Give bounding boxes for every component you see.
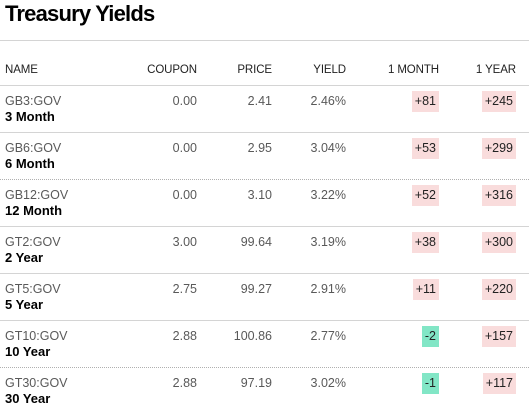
coupon-value: 0.00 <box>172 188 197 202</box>
one-year-change-badge: +157 <box>481 326 516 347</box>
coupon-value: 2.88 <box>172 376 197 390</box>
one-month-change-badge: +53 <box>411 138 439 159</box>
one-year-change-badge: +299 <box>481 138 516 159</box>
one-month-change-badge: +38 <box>411 232 439 253</box>
one-year-change-badge: +245 <box>481 91 516 112</box>
price-value: 100.86 <box>233 329 272 343</box>
row-divider <box>0 179 529 180</box>
column-header-coupon[interactable]: COUPON <box>147 64 197 76</box>
yield-value: 2.46% <box>310 94 346 108</box>
price-value: 3.10 <box>247 188 272 202</box>
row-divider <box>0 132 529 133</box>
price-value: 99.27 <box>240 282 272 296</box>
row-divider <box>0 85 529 86</box>
column-header-1-month[interactable]: 1 MONTH <box>387 64 439 76</box>
ticker-link[interactable]: GB3:GOV <box>5 94 62 108</box>
term-label: 3 Month <box>5 109 55 124</box>
term-label: 10 Year <box>5 344 51 359</box>
term-label: 12 Month <box>5 203 63 218</box>
yield-value: 3.22% <box>310 188 346 202</box>
ticker-link[interactable]: GT30:GOV <box>5 376 68 390</box>
table-row[interactable]: GB3:GOV 3 Month 0.00 2.41 2.46% +81 +245 <box>0 85 529 132</box>
term-label: 5 Year <box>5 297 44 312</box>
column-header-name[interactable]: NAME <box>5 64 38 76</box>
row-divider <box>0 226 529 227</box>
term-label: 30 Year <box>5 391 51 406</box>
row-divider <box>0 320 529 321</box>
yield-value: 2.91% <box>310 282 346 296</box>
yield-value: 3.04% <box>310 141 346 155</box>
one-year-change-badge: +300 <box>481 232 516 253</box>
one-year-change-badge: +117 <box>482 373 516 394</box>
yield-value: 3.02% <box>310 376 346 390</box>
price-value: 99.64 <box>240 235 272 249</box>
table-row[interactable]: GB6:GOV 6 Month 0.00 2.95 3.04% +53 +299 <box>0 132 529 179</box>
ticker-link[interactable]: GT10:GOV <box>5 329 68 343</box>
ticker-link[interactable]: GT5:GOV <box>5 282 61 296</box>
table-row[interactable]: GT10:GOV 10 Year 2.88 100.86 2.77% -2 +1… <box>0 320 529 367</box>
one-month-change-badge: +81 <box>411 91 439 112</box>
column-header-1-year[interactable]: 1 YEAR <box>475 64 516 76</box>
one-month-change-badge: +52 <box>411 185 439 206</box>
table-row[interactable]: GT2:GOV 2 Year 3.00 99.64 3.19% +38 +300 <box>0 226 529 273</box>
title-divider <box>0 40 529 41</box>
ticker-link[interactable]: GB12:GOV <box>5 188 69 202</box>
coupon-value: 0.00 <box>172 94 197 108</box>
table-row[interactable]: GT30:GOV 30 Year 2.88 97.19 3.02% -1 +11… <box>0 367 529 414</box>
one-month-change-badge: -1 <box>421 373 439 394</box>
coupon-value: 3.00 <box>172 235 197 249</box>
term-label: 2 Year <box>5 250 44 265</box>
yield-value: 3.19% <box>310 235 346 249</box>
term-label: 6 Month <box>5 156 55 171</box>
one-month-change-badge: +11 <box>412 279 439 300</box>
column-header-price[interactable]: PRICE <box>237 64 272 76</box>
coupon-value: 0.00 <box>172 141 197 155</box>
coupon-value: 2.75 <box>172 282 197 296</box>
row-divider <box>0 367 529 368</box>
row-divider <box>0 273 529 274</box>
table-row[interactable]: GB12:GOV 12 Month 0.00 3.10 3.22% +52 +3… <box>0 179 529 226</box>
ticker-link[interactable]: GB6:GOV <box>5 141 62 155</box>
price-value: 2.41 <box>247 94 272 108</box>
price-value: 2.95 <box>247 141 272 155</box>
one-year-change-badge: +316 <box>481 185 516 206</box>
price-value: 97.19 <box>240 376 272 390</box>
coupon-value: 2.88 <box>172 329 197 343</box>
table-row[interactable]: GT5:GOV 5 Year 2.75 99.27 2.91% +11 +220 <box>0 273 529 320</box>
column-header-yield[interactable]: YIELD <box>313 64 346 76</box>
one-year-change-badge: +220 <box>481 279 516 300</box>
yield-value: 2.77% <box>310 329 346 343</box>
ticker-link[interactable]: GT2:GOV <box>5 235 61 249</box>
one-month-change-badge: -2 <box>421 326 439 347</box>
page-title: Treasury Yields <box>5 1 155 26</box>
